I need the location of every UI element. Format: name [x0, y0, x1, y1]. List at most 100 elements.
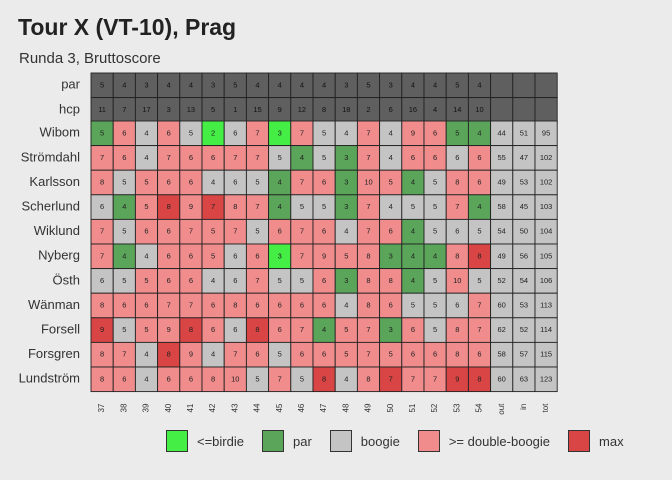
hcp-total-cell [512, 97, 536, 123]
score-value: 5 [477, 276, 481, 285]
score-value: 4 [300, 153, 304, 162]
score-value: 4 [344, 300, 348, 309]
score-value: 7 [389, 374, 393, 383]
score-value: 4 [477, 128, 481, 137]
score-value: 9 [411, 128, 415, 137]
score-value: 6 [100, 276, 104, 285]
score-value: 7 [255, 153, 259, 162]
hcp-value: 15 [253, 105, 261, 114]
score-value: 6 [167, 374, 171, 383]
par-total-cell [512, 72, 536, 99]
score-value: 7 [366, 153, 370, 162]
score-value: 4 [411, 177, 415, 186]
x-tick-label: 44 [253, 403, 262, 412]
score-value: 5 [144, 177, 148, 186]
hcp-value: 2 [366, 105, 370, 114]
x-tick-label: 46 [297, 403, 306, 412]
score-value: 3 [344, 177, 348, 186]
total-value: 57 [520, 350, 528, 359]
score-value: 6 [477, 177, 481, 186]
score-value: 4 [211, 276, 215, 285]
score-value: 6 [433, 128, 437, 137]
player-name: Wiklund [34, 223, 80, 238]
chart-subtitle: Runda 3, Bruttoscore [19, 50, 161, 67]
hcp-total-cell [490, 97, 514, 123]
par-value: 4 [167, 80, 171, 89]
legend-label-double-boogie: >= double-boogie [448, 433, 551, 449]
score-value: 3 [344, 202, 348, 211]
score-value: 6 [167, 276, 171, 285]
hcp-value: 13 [187, 105, 195, 114]
total-value: 102 [540, 153, 553, 162]
par-value: 5 [233, 80, 237, 89]
hcp-value: 6 [389, 105, 393, 114]
score-value: 5 [344, 325, 348, 334]
score-value: 6 [122, 153, 126, 162]
score-value: 5 [433, 177, 437, 186]
score-value: 10 [453, 276, 461, 285]
par-value: 4 [433, 80, 437, 89]
score-value: 6 [122, 300, 126, 309]
legend-label-par: par [292, 433, 312, 449]
score-value: 7 [233, 350, 237, 359]
score-value: 5 [389, 177, 393, 186]
par-value: 3 [344, 80, 348, 89]
x-tick-label: 41 [186, 403, 195, 412]
score-value: 5 [144, 276, 148, 285]
score-value: 6 [144, 300, 148, 309]
total-value: 53 [520, 300, 528, 309]
legend-key-birdie [166, 430, 188, 452]
score-value: 4 [122, 251, 126, 260]
hcp-value: 7 [122, 105, 126, 114]
score-value: 5 [255, 227, 259, 236]
score-value: 7 [366, 350, 370, 359]
score-value: 5 [300, 276, 304, 285]
total-value: 102 [540, 177, 553, 186]
total-value: 49 [498, 177, 506, 186]
score-value: 6 [433, 153, 437, 162]
score-value: 5 [433, 227, 437, 236]
score-value: 6 [233, 276, 237, 285]
x-tick-label: 38 [119, 403, 128, 412]
score-value: 8 [366, 374, 370, 383]
score-value: 6 [255, 350, 259, 359]
total-value: 52 [498, 276, 506, 285]
score-value: 5 [278, 153, 282, 162]
par-value: 4 [300, 80, 304, 89]
total-value: 54 [520, 276, 528, 285]
score-value: 6 [122, 374, 126, 383]
x-tick-label: 54 [475, 403, 484, 412]
score-value: 7 [278, 374, 282, 383]
score-value: 8 [366, 300, 370, 309]
par-value: 4 [255, 80, 259, 89]
score-value: 8 [366, 251, 370, 260]
score-value: 2 [211, 128, 215, 137]
par-total-cell [490, 72, 514, 99]
hcp-value: 8 [322, 105, 326, 114]
x-tick-label: 39 [142, 403, 151, 412]
score-value: 6 [322, 350, 326, 359]
score-value: 7 [477, 325, 481, 334]
score-value: 3 [344, 153, 348, 162]
score-value: 5 [255, 177, 259, 186]
total-value: 115 [540, 350, 552, 359]
score-value: 7 [433, 374, 437, 383]
score-value: 5 [300, 202, 304, 211]
score-value: 6 [189, 153, 193, 162]
score-value: 6 [455, 300, 459, 309]
score-value: 5 [122, 276, 126, 285]
score-value: 5 [344, 350, 348, 359]
par-value: 5 [455, 80, 459, 89]
score-value: 6 [122, 128, 126, 137]
score-value: 9 [100, 325, 104, 334]
legend-label-birdie: <=birdie [197, 433, 244, 449]
total-value: 105 [540, 251, 553, 260]
score-value: 4 [278, 177, 282, 186]
score-value: 7 [122, 350, 126, 359]
score-value: 5 [433, 202, 437, 211]
legend-key-boogie [329, 430, 352, 452]
par-value: 4 [322, 80, 326, 89]
score-value: 10 [364, 177, 372, 186]
score-value: 6 [144, 227, 148, 236]
score-value: 5 [144, 325, 148, 334]
